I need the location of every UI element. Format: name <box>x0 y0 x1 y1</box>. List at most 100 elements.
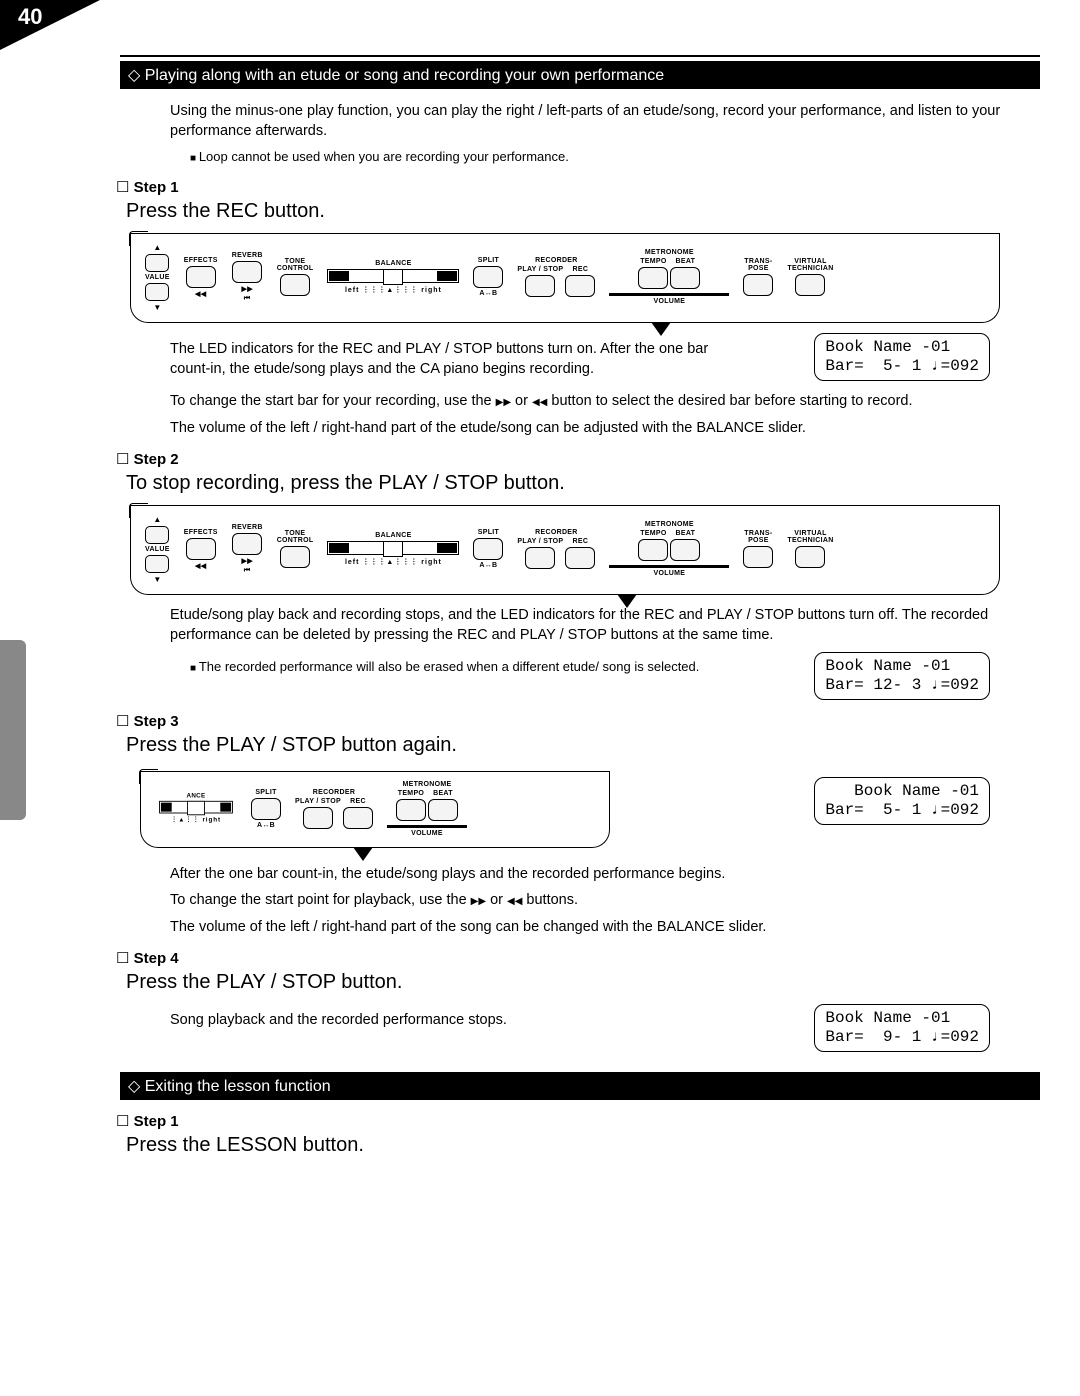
page-corner <box>0 0 100 50</box>
metronome-label-2: METRONOME <box>645 521 694 528</box>
transpose-label: TRANS- POSE <box>744 258 772 272</box>
tone-button[interactable] <box>280 274 310 296</box>
reverb-label-2: REVERB <box>232 524 263 531</box>
transpose-label-2: TRANS- POSE <box>744 530 772 544</box>
tone-button-2[interactable] <box>280 546 310 568</box>
ab-label-3: A↔B <box>257 822 275 829</box>
beat-label-3: BEAT <box>433 790 453 797</box>
balance-label-2: BALANCE <box>375 532 411 539</box>
arrow-rec-icon <box>651 322 671 336</box>
page-number: 40 <box>18 4 42 30</box>
lcd3-line1: Book Name -01 <box>854 782 979 800</box>
beat-button[interactable] <box>670 267 700 289</box>
loop-note: Loop cannot be used when you are recordi… <box>190 148 1040 166</box>
metronome-label: METRONOME <box>645 249 694 256</box>
playstop-label: PLAY / STOP <box>517 266 563 273</box>
vt-button-2[interactable] <box>795 546 825 568</box>
rec-button-2[interactable] <box>565 547 595 569</box>
value-down-button[interactable] <box>145 283 169 301</box>
lcd-display-1: Book Name -01 Bar= 5- 1 ♩=092 <box>814 333 990 381</box>
balance-slider-3[interactable] <box>159 801 233 814</box>
vt-label: VIRTUAL TECHNICIAN <box>787 258 833 272</box>
step2-note: The recorded performance will also be er… <box>190 658 710 676</box>
playstop-button-3[interactable] <box>303 807 333 829</box>
recorder-label-3: RECORDER <box>313 789 355 796</box>
section-heading-2: Exiting the lesson function <box>120 1072 1040 1100</box>
transpose-button[interactable] <box>743 274 773 296</box>
value-label: VALUE <box>145 274 170 281</box>
rec-label: REC <box>573 266 589 273</box>
control-panel-2: VALUE EFFECTS◀◀ REVERB▶▶⏮ TONE CONTROL B… <box>130 505 1000 595</box>
step3-text3: The volume of the left / right-hand part… <box>170 917 1040 937</box>
step2-action: To stop recording, press the PLAY / STOP… <box>126 472 1040 495</box>
step3-action: Press the PLAY / STOP button again. <box>126 734 1040 757</box>
effects-label-2: EFFECTS <box>184 529 218 536</box>
tempo-button-2[interactable] <box>638 539 668 561</box>
ff-label: ▶▶ <box>242 285 253 293</box>
effects-button[interactable] <box>186 266 216 288</box>
balance-slider[interactable] <box>327 269 459 283</box>
tempo-label-3: TEMPO <box>398 790 424 797</box>
value-label-2: VALUE <box>145 546 170 553</box>
volume-label-2: VOLUME <box>654 570 686 577</box>
value-up-button-2[interactable] <box>145 526 169 544</box>
rw-label-2: ◀◀ <box>195 562 206 570</box>
step1-text3: The volume of the left / right-hand part… <box>170 418 1040 438</box>
page: 40 Using the Lesson Function Playing alo… <box>0 0 1080 1187</box>
playstop-button[interactable] <box>525 275 555 297</box>
reverb-button-2[interactable] <box>232 533 262 555</box>
transpose-button-2[interactable] <box>743 546 773 568</box>
lcd1-line1: Book Name -01 <box>825 338 950 356</box>
control-panel-3: ANCE ︙▲︙︙ right SPLITA↔B RECORDER PLAY /… <box>140 771 610 848</box>
volume-label-3: VOLUME <box>411 830 443 837</box>
step2-label: Step 2 <box>116 450 1040 468</box>
reverb-button[interactable] <box>232 261 262 283</box>
lcd2-line2: Bar= 12- 3 ♩=092 <box>825 676 979 694</box>
effects-button-2[interactable] <box>186 538 216 560</box>
right-label-2: right <box>421 559 442 566</box>
step1-text1: The LED indicators for the REC and PLAY … <box>170 339 730 380</box>
rw-icon-2 <box>507 892 522 908</box>
split-button[interactable] <box>473 266 503 288</box>
intro-text: Using the minus-one play function, you c… <box>170 101 1040 142</box>
step1-label: Step 1 <box>116 178 1040 196</box>
rec-label-2: REC <box>573 538 589 545</box>
lcd2-line1: Book Name -01 <box>825 657 950 675</box>
side-tab: Using the Lesson Function <box>0 640 26 820</box>
split-button-2[interactable] <box>473 538 503 560</box>
beat-label: BEAT <box>676 258 696 265</box>
value-up-button[interactable] <box>145 254 169 272</box>
tempo-button[interactable] <box>638 267 668 289</box>
rec-button-3[interactable] <box>343 807 373 829</box>
lcd4-line2: Bar= 9- 1 ♩=092 <box>825 1028 979 1046</box>
content: Playing along with an etude or song and … <box>120 0 1040 1157</box>
rw-icon <box>532 393 547 409</box>
beat-button-3[interactable] <box>428 799 458 821</box>
beat-button-2[interactable] <box>670 539 700 561</box>
tempo-button-3[interactable] <box>396 799 426 821</box>
playstop-button-2[interactable] <box>525 547 555 569</box>
reset-label: ⏮ <box>244 295 251 303</box>
ff-icon <box>496 393 511 409</box>
arrow-playstop-icon-2 <box>353 847 373 861</box>
vt-button[interactable] <box>795 274 825 296</box>
playstop-label-2: PLAY / STOP <box>517 538 563 545</box>
tempo-label-2: TEMPO <box>640 530 666 537</box>
step1-text2: To change the start bar for your recordi… <box>170 391 1040 411</box>
rw-label: ◀◀ <box>195 290 206 298</box>
recorder-label: RECORDER <box>535 257 577 264</box>
right-label-3: right <box>202 817 221 823</box>
tone-label: TONE CONTROL <box>277 258 314 272</box>
step2-text1: Etude/song play back and recording stops… <box>170 605 1040 646</box>
split-button-3[interactable] <box>251 798 281 820</box>
value-down-button-2[interactable] <box>145 555 169 573</box>
lcd-display-2: Book Name -01 Bar= 12- 3 ♩=092 <box>814 652 990 700</box>
recorder-label-2: RECORDER <box>535 529 577 536</box>
balance-slider-2[interactable] <box>327 541 459 555</box>
split-label-3: SPLIT <box>255 789 276 796</box>
tempo-label: TEMPO <box>640 258 666 265</box>
tone-label-2: TONE CONTROL <box>277 530 314 544</box>
rec-button[interactable] <box>565 275 595 297</box>
balance-label: BALANCE <box>375 260 411 267</box>
exit-step-action: Press the LESSON button. <box>126 1134 1040 1157</box>
